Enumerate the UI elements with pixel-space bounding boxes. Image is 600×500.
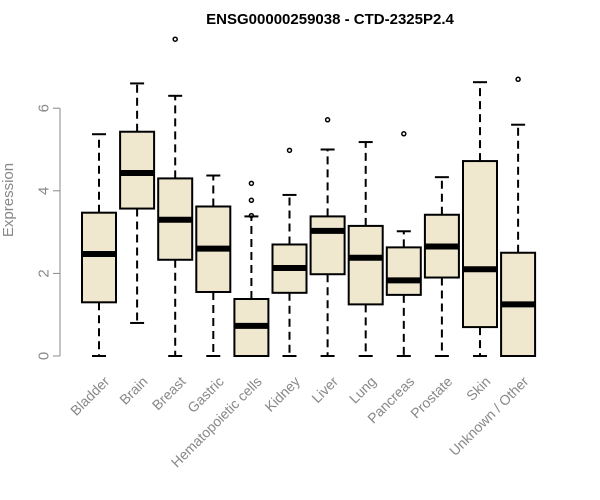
box-7 [347, 141, 384, 357]
box-series [81, 36, 537, 358]
outlier-4-1 [248, 197, 255, 204]
box-6 [309, 117, 346, 357]
outlier-5-0 [286, 147, 293, 154]
box-5 [271, 147, 308, 357]
y-axis-label: Expression [0, 163, 17, 237]
outlier-8-0 [401, 131, 407, 137]
box-1 [119, 82, 156, 324]
x-tick-label-10: Skin [463, 373, 494, 404]
x-tick-label-9: Prostate [407, 373, 455, 421]
y-tick-label-2: 4 [36, 187, 53, 195]
x-tick-label-5: Kidney [261, 373, 303, 415]
outlier-4-0 [248, 212, 255, 219]
box-rect-6 [309, 215, 346, 276]
chart-title: ENSG00000259038 - CTD-2325P2.4 [206, 11, 454, 28]
x-tick-label-2: Breast [149, 373, 189, 413]
box-9 [423, 176, 460, 357]
box-0 [81, 133, 117, 357]
box-2 [157, 36, 194, 357]
box-11 [500, 76, 537, 357]
outlier-6-0 [324, 117, 331, 123]
x-tick-label-1: Brain [116, 373, 150, 407]
box-3 [195, 174, 232, 357]
y-tick-label-3: 6 [36, 104, 53, 112]
x-tick-label-0: Bladder [67, 373, 113, 419]
outlier-2-0 [172, 36, 178, 42]
y-tick-label-0: 0 [36, 352, 53, 360]
box-rect-0 [81, 211, 117, 304]
box-rect-10 [462, 160, 498, 329]
outlier-4-2 [248, 180, 255, 187]
box-rect-8 [385, 246, 422, 296]
box-4 [233, 180, 270, 358]
box-10 [462, 81, 498, 357]
box-8 [385, 131, 422, 357]
x-tick-label-7: Lung [346, 373, 379, 406]
outlier-11-0 [515, 76, 521, 83]
box-rect-7 [347, 224, 384, 306]
x-tick-label-6: Liver [308, 373, 341, 406]
y-axis: 0 2 4 6 [36, 104, 61, 360]
y-tick-label-1: 2 [36, 269, 53, 277]
